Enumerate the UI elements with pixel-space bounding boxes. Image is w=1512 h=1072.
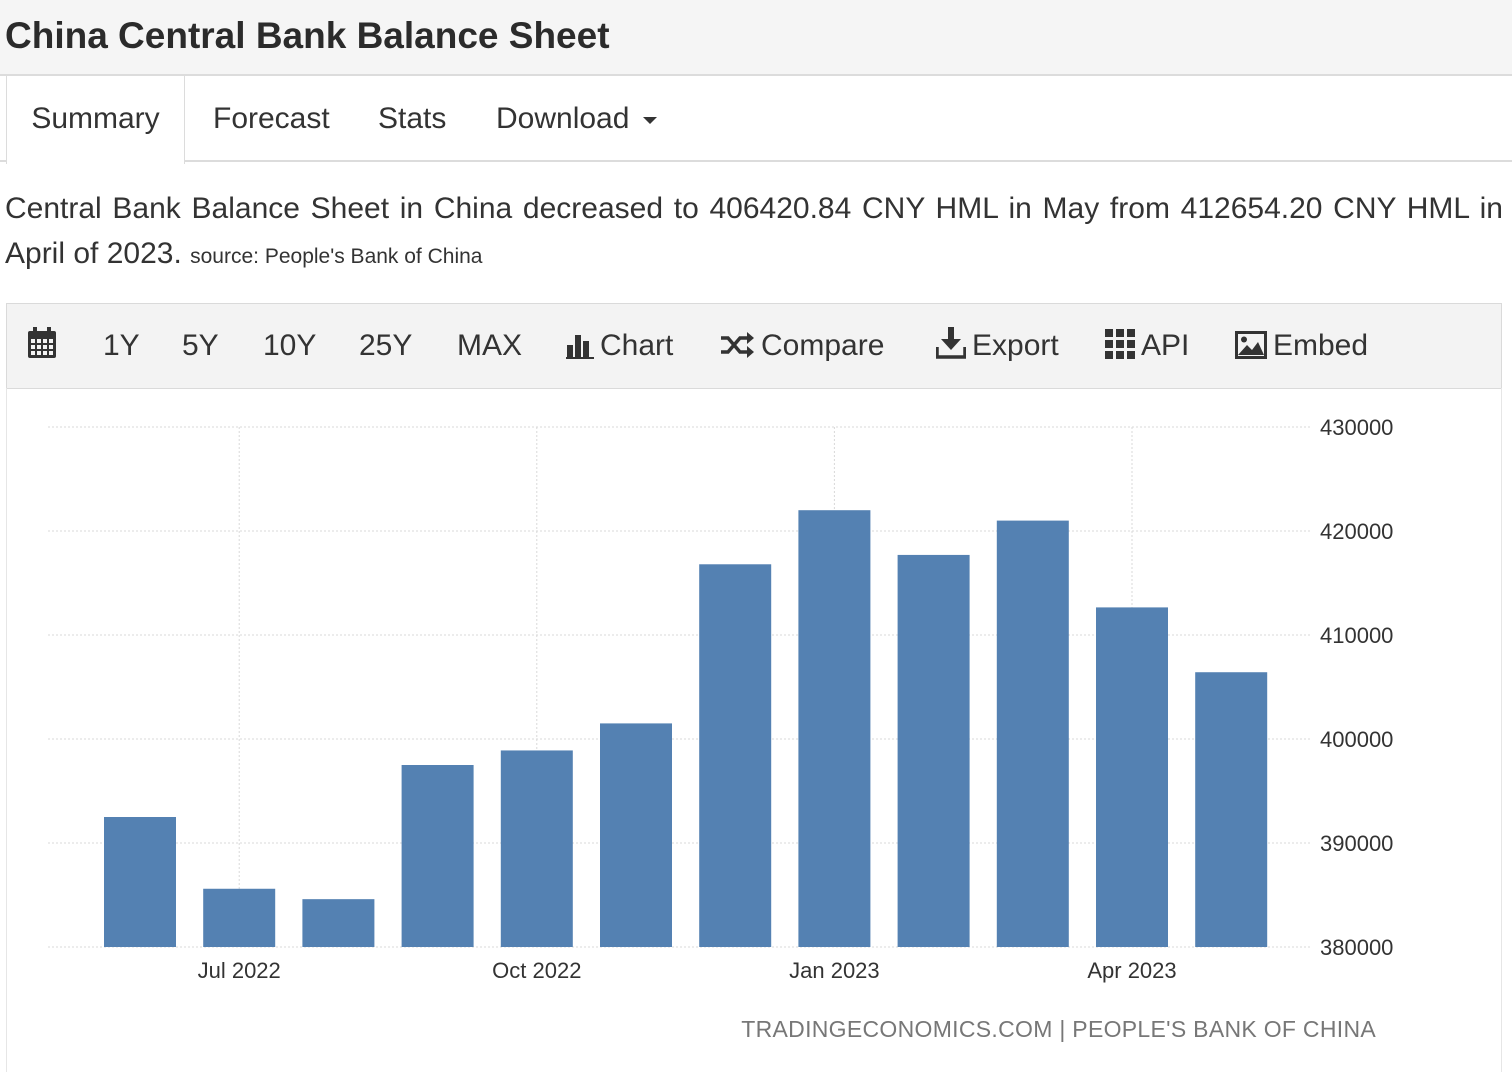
range-25y-button[interactable]: 25Y (359, 329, 413, 362)
compare-label: Compare (761, 329, 885, 362)
bar (897, 554, 970, 947)
y-tick-label: 390000 (1320, 831, 1393, 856)
y-tick-label: 430000 (1320, 415, 1393, 440)
bar-chart-icon (566, 335, 594, 359)
y-tick-label: 420000 (1320, 519, 1393, 544)
bar (500, 750, 573, 947)
page-header: China Central Bank Balance Sheet (0, 0, 1512, 76)
bar (798, 510, 871, 947)
tab-stats[interactable]: Stats (378, 102, 447, 135)
embed-button[interactable]: Embed (1235, 304, 1368, 388)
range-max-button[interactable]: MAX (457, 329, 523, 362)
tab-forecast[interactable]: Forecast (213, 102, 330, 135)
image-icon (1235, 331, 1267, 359)
range-1y-button[interactable]: 1Y (103, 329, 140, 362)
y-tick-label: 400000 (1320, 727, 1393, 752)
bar (104, 817, 176, 947)
bar (1195, 672, 1268, 947)
bar-chart: 380000 390000 400000 410000 420000 430000 Jul … (48, 415, 1393, 983)
chart-type-label: Chart (600, 329, 674, 362)
tab-download[interactable]: Download (496, 76, 658, 162)
bar (996, 520, 1069, 947)
chart-frame (6, 388, 1502, 1072)
y-tick-label: 410000 (1320, 623, 1393, 648)
shuffle-icon (721, 332, 754, 358)
y-tick-label: 380000 (1320, 935, 1393, 960)
bar (699, 564, 772, 947)
x-tick-label: Oct 2022 (492, 958, 581, 983)
tab-download-label: Download (496, 102, 630, 135)
page-title: China Central Bank Balance Sheet (5, 15, 610, 56)
api-label: API (1141, 329, 1190, 362)
bar (203, 888, 276, 947)
summary-description: Central Bank Balance Sheet in China decr… (5, 186, 1503, 279)
download-icon (935, 327, 967, 359)
export-button[interactable]: Export (935, 304, 1059, 388)
chart-credit: TRADINGECONOMICS.COM | PEOPLE'S BANK OF … (741, 1016, 1376, 1042)
summary-text: Central Bank Balance Sheet in China decr… (5, 192, 1503, 270)
compare-button[interactable]: Compare (719, 304, 884, 388)
x-tick-label: Jan 2023 (789, 958, 880, 983)
export-label: Export (972, 329, 1059, 362)
api-button[interactable]: API (1105, 304, 1189, 388)
x-tick-label: Apr 2023 (1087, 958, 1176, 983)
bar (1096, 607, 1168, 947)
chart-type-button[interactable]: Chart (566, 304, 673, 388)
bar (600, 723, 672, 947)
x-tick-label: Jul 2022 (198, 958, 281, 983)
grid-icon (1105, 329, 1135, 359)
tab-bar: Summary Forecast Stats Download (0, 76, 1512, 164)
bar (302, 899, 375, 947)
tab-summary[interactable]: Summary (6, 76, 185, 164)
bar (401, 765, 474, 947)
range-5y-button[interactable]: 5Y (182, 329, 219, 362)
chart-toolbar: 1Y 5Y 10Y 25Y MAX Chart Compare Export A… (6, 303, 1502, 389)
range-10y-button[interactable]: 10Y (263, 329, 317, 362)
source-note: source: People's Bank of China (190, 245, 483, 268)
caret-down-icon (643, 116, 658, 124)
calendar-icon[interactable] (27, 304, 63, 388)
embed-label: Embed (1273, 329, 1369, 362)
